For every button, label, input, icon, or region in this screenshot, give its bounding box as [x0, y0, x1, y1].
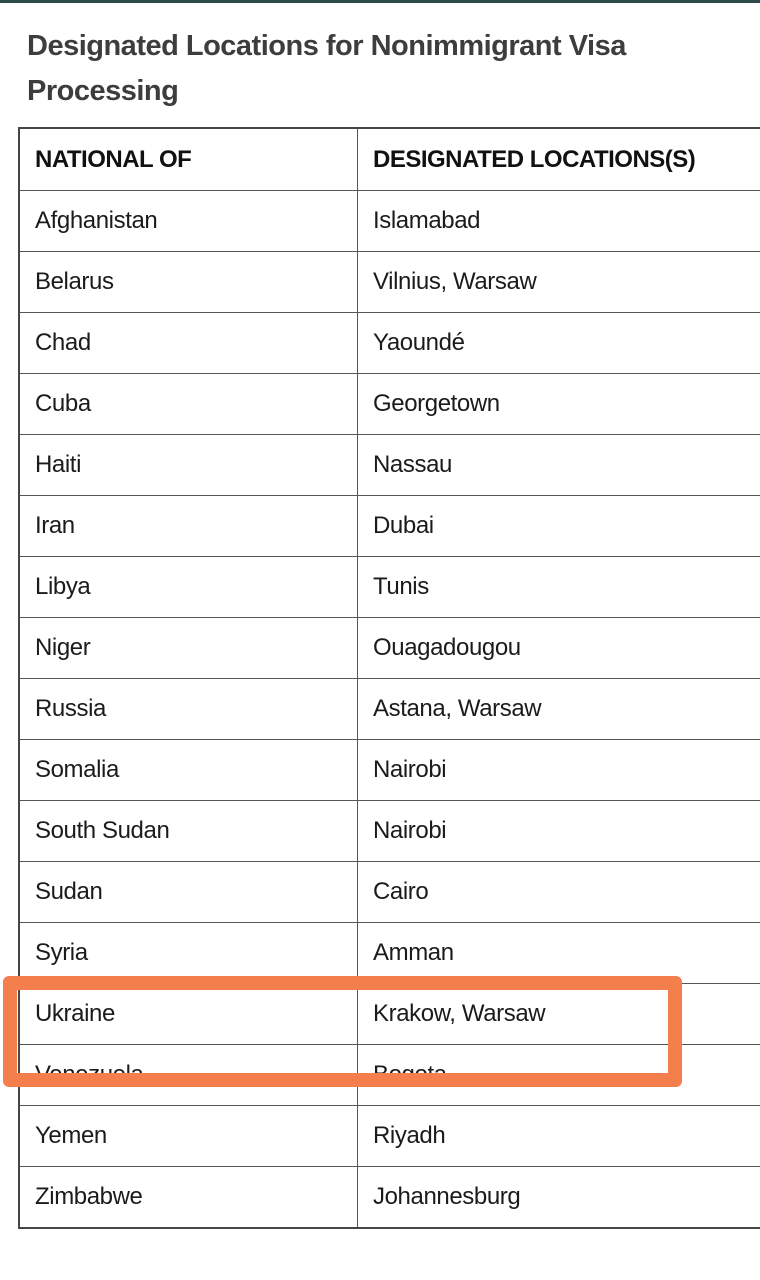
table-row: South Sudan Nairobi — [18, 800, 760, 862]
cell-national: Libya — [18, 556, 358, 618]
cell-national: Belarus — [18, 251, 358, 313]
table-row: Zimbabwe Johannesburg — [18, 1166, 760, 1229]
table-row: Belarus Vilnius, Warsaw — [18, 251, 760, 313]
cell-national: Cuba — [18, 373, 358, 435]
cell-national: Zimbabwe — [18, 1166, 358, 1229]
page-title: Designated Locations for Nonimmigrant Vi… — [27, 30, 626, 108]
cell-national: South Sudan — [18, 800, 358, 862]
table-row: Iran Dubai — [18, 495, 760, 557]
table-row: Haiti Nassau — [18, 434, 760, 496]
cell-locations: Tunis — [357, 556, 760, 618]
cell-locations: Nairobi — [357, 739, 760, 801]
table-row: Libya Tunis — [18, 556, 760, 618]
header-national-of: NATIONAL OF — [18, 127, 358, 191]
visa-locations-table: NATIONAL OF DESIGNATED LOCATIONS(S) Afgh… — [18, 127, 760, 1229]
cell-national: Haiti — [18, 434, 358, 496]
table-row: Syria Amman — [18, 922, 760, 984]
cell-national: Sudan — [18, 861, 358, 923]
cell-locations: Georgetown — [357, 373, 760, 435]
table-row: Russia Astana, Warsaw — [18, 678, 760, 740]
cell-national: Niger — [18, 617, 358, 679]
table-row: Niger Ouagadougou — [18, 617, 760, 679]
cell-locations: Vilnius, Warsaw — [357, 251, 760, 313]
table-row-highlighted: Ukraine Krakow, Warsaw — [18, 983, 760, 1045]
cell-locations: Astana, Warsaw — [357, 678, 760, 740]
cell-locations: Islamabad — [357, 190, 760, 252]
table-row: Afghanistan Islamabad — [18, 190, 760, 252]
highlight-annotation-box — [3, 976, 682, 1087]
cell-locations: Krakow, Warsaw — [357, 983, 760, 1045]
cell-national: Yemen — [18, 1105, 358, 1167]
cell-national: Chad — [18, 312, 358, 374]
top-edge-bar — [0, 0, 760, 3]
cell-locations: Riyadh — [357, 1105, 760, 1167]
cell-national: Russia — [18, 678, 358, 740]
cell-locations: Ouagadougou — [357, 617, 760, 679]
cell-locations: Nassau — [357, 434, 760, 496]
cell-national: Syria — [18, 922, 358, 984]
cell-national: Iran — [18, 495, 358, 557]
cell-locations: Yaoundé — [357, 312, 760, 374]
cell-locations: Johannesburg — [357, 1166, 760, 1229]
table-row: Somalia Nairobi — [18, 739, 760, 801]
table-row: Sudan Cairo — [18, 861, 760, 923]
cell-locations: Amman — [357, 922, 760, 984]
table-row: Cuba Georgetown — [18, 373, 760, 435]
cell-national: Afghanistan — [18, 190, 358, 252]
table-row: Yemen Riyadh — [18, 1105, 760, 1167]
table-row: Chad Yaoundé — [18, 312, 760, 374]
cell-national: Somalia — [18, 739, 358, 801]
table-header-row: NATIONAL OF DESIGNATED LOCATIONS(S) — [18, 127, 760, 191]
header-designated-locations: DESIGNATED LOCATIONS(S) — [357, 127, 760, 191]
cell-locations: Cairo — [357, 861, 760, 923]
cell-locations: Dubai — [357, 495, 760, 557]
cell-locations: Nairobi — [357, 800, 760, 862]
